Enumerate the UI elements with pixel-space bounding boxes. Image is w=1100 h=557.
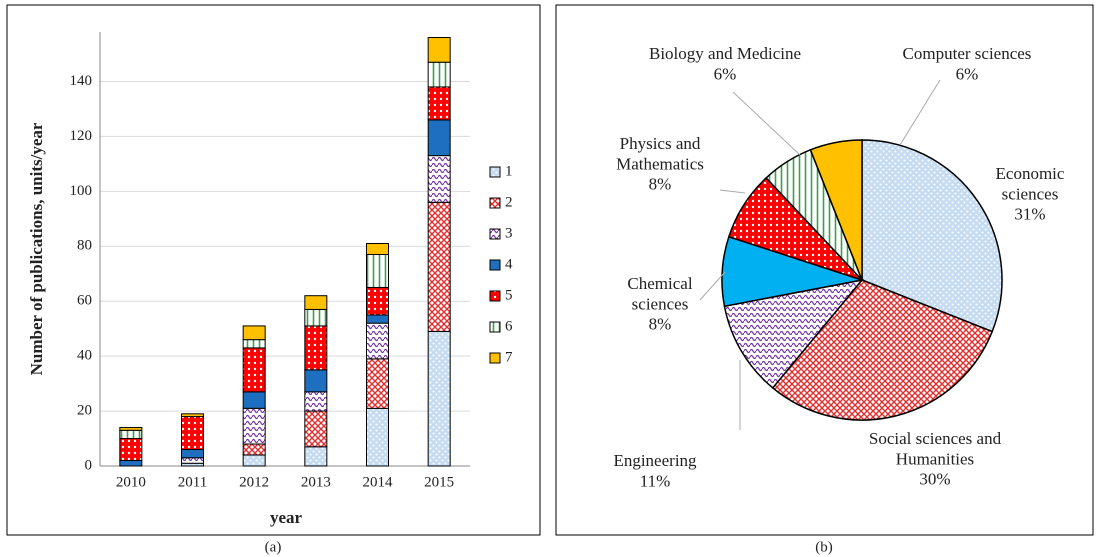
bar-segment: [366, 322, 389, 360]
x-tick-label: 2014: [363, 474, 394, 490]
x-tick-label: 2010: [116, 474, 146, 490]
bar-segment: [304, 369, 328, 393]
legend-swatch: [489, 228, 501, 240]
bar-segment: [181, 413, 204, 418]
x-tick-label: 2011: [178, 474, 207, 490]
y-axis-label: Number of publications, units/year: [27, 122, 46, 375]
legend-label: 4: [505, 256, 513, 272]
slice-value-label: 30%: [919, 470, 950, 489]
y-tick-label: 0: [85, 457, 93, 473]
legend-swatch: [489, 197, 501, 209]
panel-frame: [555, 4, 1094, 536]
panel-frame: [6, 4, 541, 536]
y-tick-label: 80: [77, 238, 92, 254]
bar-segment: [119, 429, 143, 440]
bar-segment: [242, 454, 266, 467]
x-axis-label: year: [270, 508, 303, 527]
bar-segment: [304, 410, 328, 448]
pie-slice: [771, 279, 994, 421]
bar-segment: [242, 407, 266, 445]
y-tick-label: 20: [77, 403, 92, 419]
slice-label: Engineering: [613, 451, 697, 470]
bar-segment: [427, 61, 451, 88]
bar-segment: [181, 457, 204, 464]
bar-segment: [366, 243, 389, 255]
slice-value-label: 6%: [956, 64, 979, 83]
bar-segment: [304, 446, 328, 467]
slice-label: Computer sciences: [903, 44, 1032, 63]
bar-segment: [304, 325, 328, 371]
legend-label: 5: [505, 287, 513, 303]
bar-segment: [366, 314, 389, 324]
pie-slice: [723, 278, 864, 389]
bar-segment: [366, 253, 389, 288]
bar-segment: [304, 295, 328, 310]
slice-value-label: 11%: [640, 471, 671, 490]
pie-slice: [861, 139, 1003, 333]
y-tick-label: 60: [77, 293, 92, 309]
y-tick-label: 120: [70, 128, 93, 144]
bar-segment: [181, 416, 204, 451]
y-tick-label: 100: [70, 183, 93, 199]
legend-label: 3: [505, 225, 513, 241]
slice-label: Chemical sciences: [627, 274, 692, 313]
bar-segment: [366, 286, 389, 316]
legend-swatch: [489, 321, 501, 333]
bar-segment: [119, 460, 143, 467]
y-tick-label: 140: [70, 73, 93, 89]
legend-label: 2: [505, 194, 513, 210]
slice-label: Physics and Mathematics: [616, 134, 704, 173]
leader-line: [732, 91, 801, 156]
legend-swatch: [489, 166, 501, 178]
bar-segment: [427, 119, 451, 157]
caption: (a): [265, 539, 282, 555]
bar-segment: [242, 347, 266, 393]
slice-label: Biology and Medicine: [649, 44, 801, 63]
slice-value-label: 31%: [1014, 205, 1045, 224]
leader-line: [719, 189, 746, 194]
legend-label: 6: [505, 318, 513, 334]
slice-label: Economic sciences: [996, 164, 1065, 203]
bar-segment: [427, 155, 451, 203]
bar-segment: [427, 330, 451, 467]
legend-swatch: [489, 352, 501, 364]
bar-segment: [427, 36, 451, 63]
legend-swatch: [489, 259, 501, 271]
slice-value-label: 8%: [649, 175, 672, 194]
leader-line: [899, 79, 941, 146]
legend-label: 1: [505, 163, 513, 179]
bar-segment: [304, 308, 328, 327]
caption: (b): [815, 539, 833, 555]
bar-segment: [242, 443, 266, 456]
x-tick-label: 2013: [301, 474, 331, 490]
bar-segment: [427, 201, 451, 332]
slice-value-label: 6%: [714, 64, 737, 83]
legend-swatch: [489, 290, 501, 302]
bar-segment: [119, 427, 143, 431]
bar-segment: [304, 391, 328, 412]
bar-segment: [427, 86, 451, 121]
leader-line: [699, 271, 726, 301]
y-tick-label: 40: [77, 348, 92, 364]
bar-segment: [366, 407, 389, 467]
bar-segment: [242, 391, 266, 409]
pie-slice: [809, 139, 863, 281]
bar-segment: [242, 325, 266, 341]
bar-segment: [242, 339, 266, 349]
slice-value-label: 8%: [649, 315, 672, 334]
x-tick-label: 2015: [424, 474, 454, 490]
legend-label: 7: [505, 349, 513, 365]
bar-segment: [366, 358, 389, 409]
bar-segment: [119, 438, 143, 462]
x-tick-label: 2012: [239, 474, 269, 490]
bar-segment: [181, 449, 204, 459]
slice-label: Social sciences and Humanities: [869, 429, 1002, 468]
